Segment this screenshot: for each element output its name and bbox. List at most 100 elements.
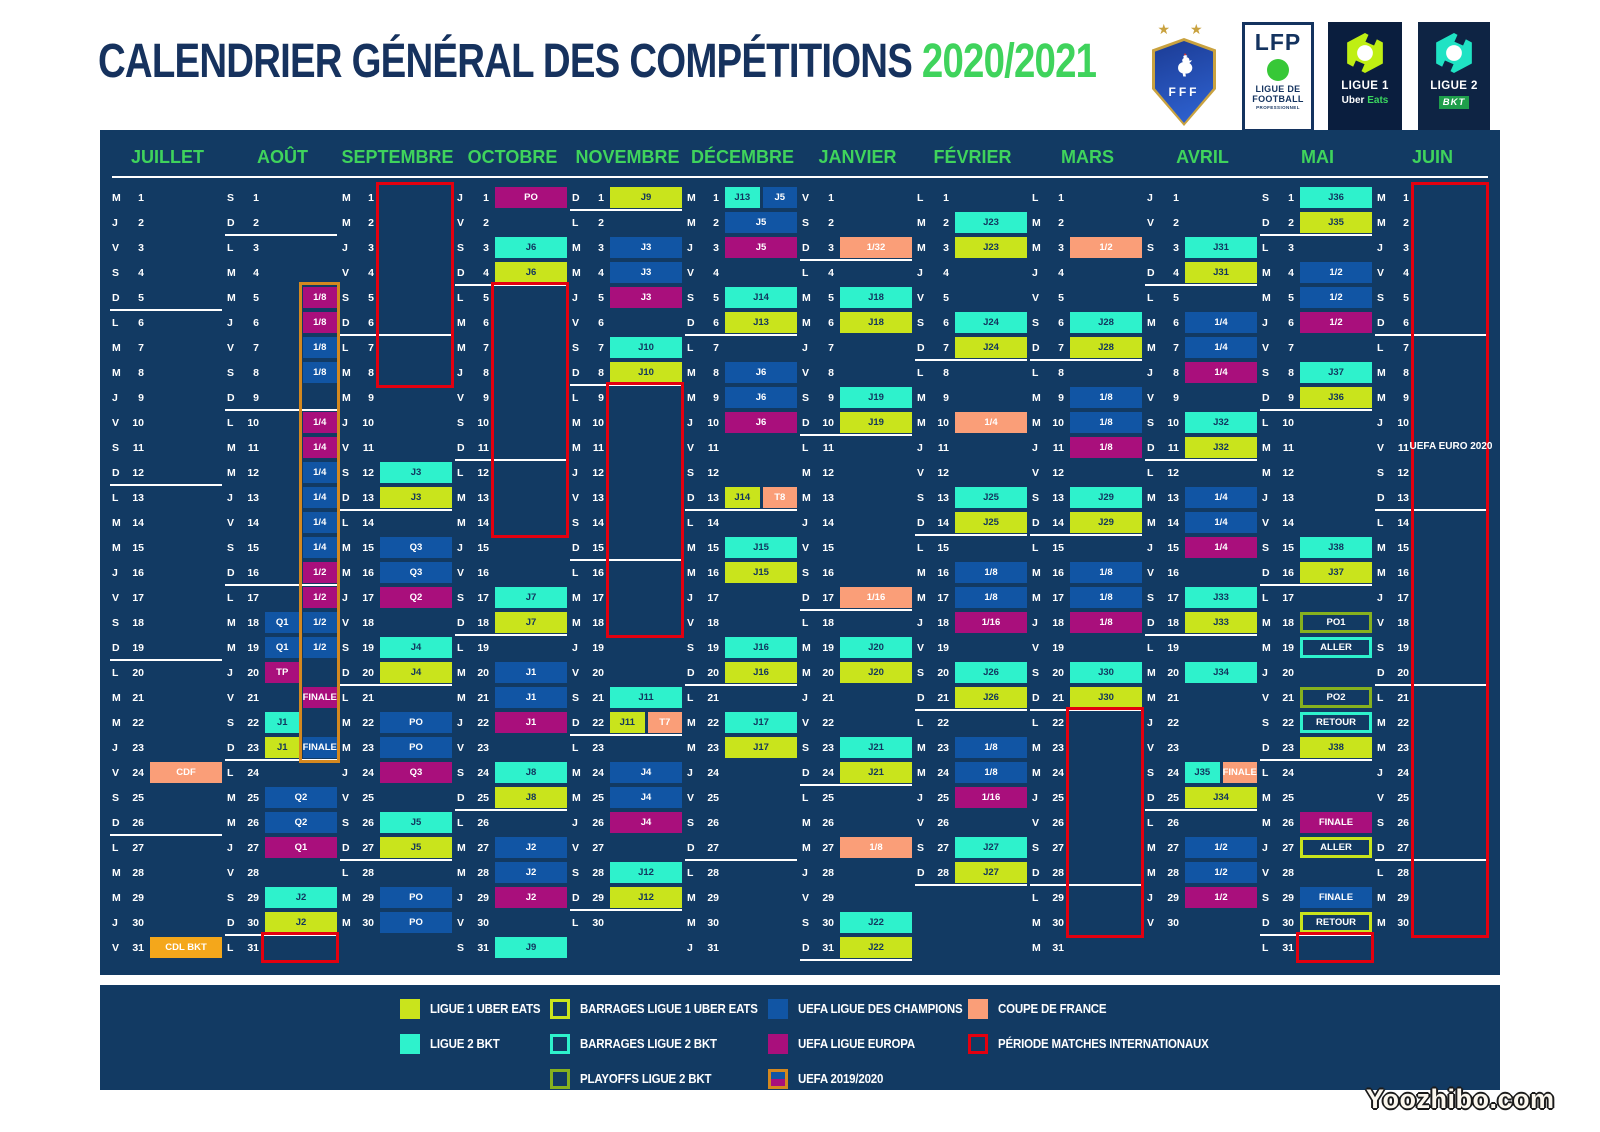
day-number: 18 [937,616,949,629]
day-row: M 30 PO [340,910,455,935]
day-slots: RETOUR [1300,712,1372,733]
day-slots [725,837,797,858]
day-letter: M [687,566,696,579]
day-letter: M [1147,691,1156,704]
day-row: V 30 [455,910,570,935]
day-number: 16 [362,566,374,579]
day-letter: D [917,516,925,529]
day-row: V 21 PO2 [1260,685,1375,710]
day-slots: J20 [840,637,912,658]
day-number: 20 [1397,666,1409,679]
day-letter: J [112,741,118,754]
day-number: 13 [592,491,604,504]
legend-column: LIGUE 1 UBER EATS LIGUE 2 BKT [400,998,550,1055]
day-row: L 17 [1260,585,1375,610]
day-row: M 9 1/8 [1030,385,1145,410]
day-row: V 23 [455,735,570,760]
day-number: 5 [138,291,144,304]
day-number: 15 [707,541,719,554]
day-letter: M [112,341,121,354]
day-row: S 13 J29 [1030,485,1145,510]
day-number: 26 [707,816,719,829]
day-number: 23 [362,741,374,754]
day-letter: L [917,716,924,729]
rooster-icon [1178,53,1193,77]
day-row: V 13 [570,485,685,510]
month-décembre: DÉCEMBRE M 1 J13 J5 M 2 J5 J 3 J5 V 4 S 5 J14 D 6 J13 L 7 M 8 J… [685,130,800,975]
day-letter: M [917,416,926,429]
badge-l1: J22 [840,937,912,958]
legend-label: COUPE DE FRANCE [998,1002,1107,1016]
day-slots [150,887,222,908]
day-slots [840,462,912,483]
day-slots [610,512,682,533]
day-slots [1415,262,1487,283]
day-letter: M [1032,591,1041,604]
day-number: 7 [1058,341,1064,354]
badge-l2: J29 [1070,487,1142,508]
day-row: M 25 J4 [570,785,685,810]
day-number: 15 [247,541,259,554]
badge-ucl: 1/2 [1185,837,1257,858]
day-letter: M [687,216,696,229]
month-mars: MARS L 1 M 2 M 3 1/2 J 4 V 5 S 6 J28 D 7 J28 L 8 M 9 1/8 M 10 1/8… [1030,130,1145,975]
day-number: 20 [592,666,604,679]
badge-l2: J30 [1070,662,1142,683]
day-letter: M [1377,191,1386,204]
day-row: M 24 J4 [570,760,685,785]
day-row: D 12 [110,460,225,486]
day-row: D 21 J30 [1030,685,1145,711]
day-number: 6 [1173,316,1179,329]
day-number: 6 [368,316,374,329]
day-slots: J15 [725,562,797,583]
day-letter: L [1032,366,1039,379]
day-number: 8 [368,366,374,379]
day-row: S 27 J27 [915,835,1030,860]
day-row: D 16 J37 [1260,560,1375,586]
day-number: 8 [253,366,259,379]
day-slots: Q1 1/2 [265,637,337,658]
day-row: M 11 1/4 [225,435,340,460]
day-letter: D [342,841,350,854]
day-letter: J [1262,491,1268,504]
day-number: 31 [707,941,719,954]
day-number: 10 [477,416,489,429]
eats-text: Eats [1367,95,1389,106]
day-slots: J29 [1070,487,1142,508]
day-letter: M [457,316,466,329]
day-letter: L [227,241,234,254]
day-slots [955,462,1027,483]
badge-l2: J18 [840,287,912,308]
day-row: J 30 [110,910,225,935]
day-slots [1415,237,1487,258]
day-letter: J [1262,316,1268,329]
day-row: M 17 [570,585,685,610]
day-row: J 13 1/4 [225,485,340,510]
day-letter: S [457,416,465,429]
day-letter: M [1032,916,1041,929]
day-number: 14 [822,516,834,529]
day-number: 1 [713,191,719,204]
day-slots: J30 [1070,687,1142,708]
day-number: 13 [362,491,374,504]
day-slots: Q1 1/2 [265,612,337,633]
day-number: 29 [362,891,374,904]
month-header: MAI [1301,147,1334,167]
lfp-dot-icon [1267,59,1289,81]
day-number: 20 [1282,666,1294,679]
badge-l1: J36 [1300,387,1372,408]
day-number: 22 [1282,716,1294,729]
day-number: 25 [937,791,949,804]
day-number: 23 [822,741,834,754]
badge-uel: TP [265,662,300,683]
day-letter: M [227,266,236,279]
day-slots: J26 [955,687,1027,708]
day-slots: J3 [610,262,682,283]
day-row: V 14 [1260,510,1375,535]
day-slots: J7 [495,612,567,633]
day-slots [495,512,567,533]
day-number: 4 [138,266,144,279]
day-slots [840,512,912,533]
day-number: 28 [1052,866,1064,879]
